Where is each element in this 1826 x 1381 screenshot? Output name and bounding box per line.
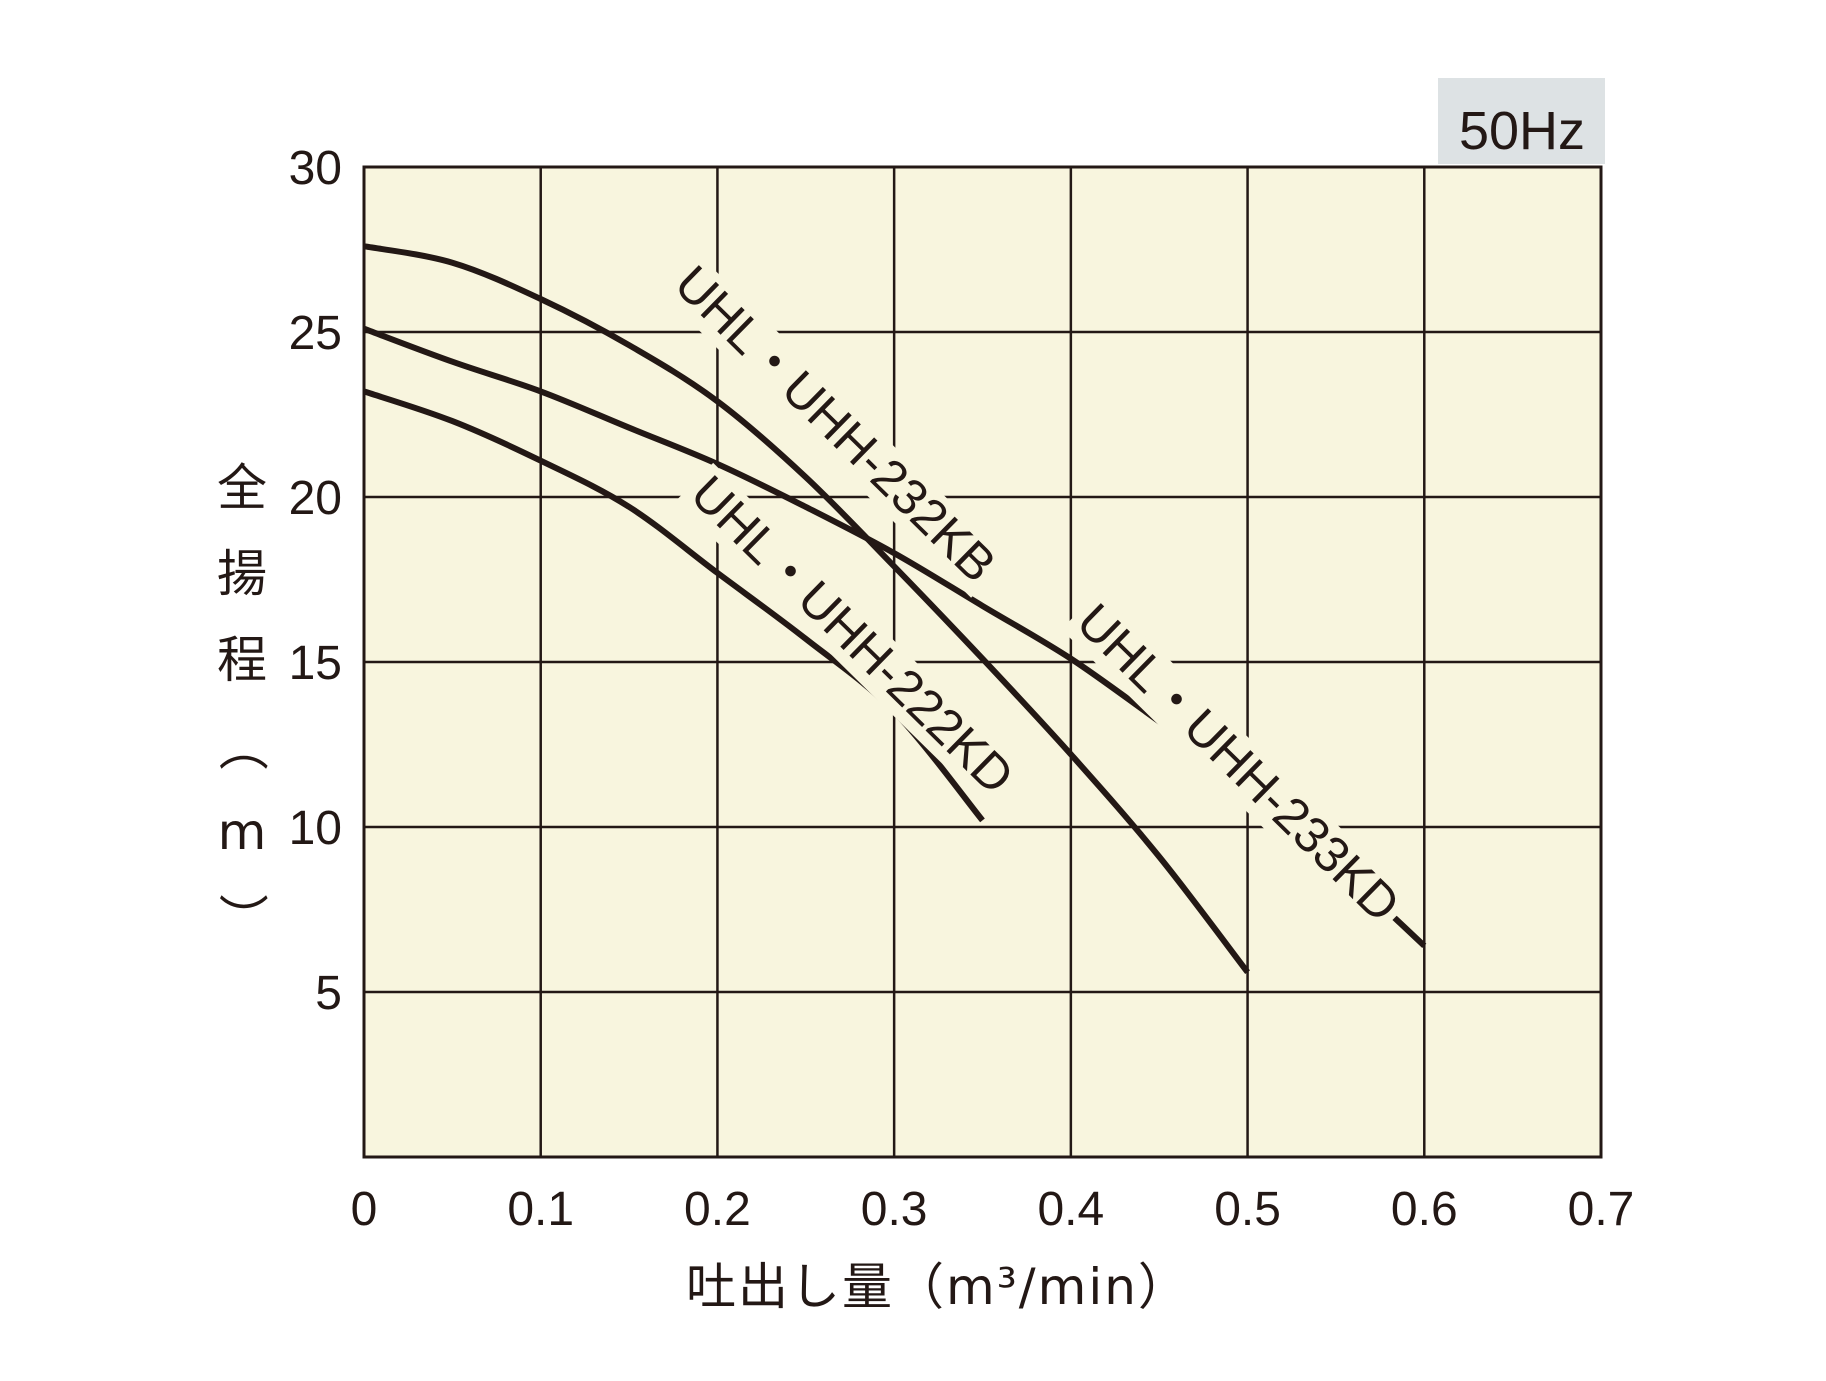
y-tick-label: 30	[289, 142, 342, 195]
label-uhh-232kb-bg	[659, 252, 1009, 598]
y-axis-title-char: 程	[217, 631, 267, 689]
x-tick-label: 0.6	[1391, 1183, 1458, 1236]
y-axis-title-char: ）	[213, 893, 271, 943]
y-axis-title: 全揚程 （ m ）	[213, 459, 271, 943]
x-axis-title: 吐出し量（m³/min）	[686, 1258, 1190, 1316]
y-axis-title-char: 全	[217, 459, 267, 517]
frequency-badge: 50Hz	[1438, 78, 1605, 164]
tick-labels: 0 0.1 0.2 0.3 0.4 0.5 0.6 0.7 5 10 15 20 25 30	[289, 142, 1635, 1236]
y-tick-label: 10	[289, 802, 342, 855]
x-tick-label: 0.7	[1568, 1183, 1635, 1236]
y-tick-label: 5	[315, 967, 342, 1020]
x-tick-label: 0.5	[1214, 1183, 1281, 1236]
y-tick-label: 25	[289, 307, 342, 360]
frequency-badge-text: 50Hz	[1459, 101, 1585, 161]
y-tick-label: 20	[289, 472, 342, 525]
frequency-badge-bg	[1438, 78, 1605, 164]
label-uhh-222kd-bg	[675, 462, 1027, 810]
x-tick-label: 0.1	[507, 1183, 574, 1236]
x-tick-label: 0.2	[684, 1183, 751, 1236]
plot-frame	[362, 165, 1603, 1159]
y-axis-title-char: m	[218, 803, 267, 861]
label-uhh-233kd-bg	[1061, 590, 1413, 938]
curve-uhh-232kb	[363, 243, 1250, 975]
x-tick-label: 0.3	[861, 1183, 928, 1236]
y-axis-title-char: 揚	[217, 545, 267, 603]
x-tick-label: 0.4	[1037, 1183, 1104, 1236]
x-tick-label: 0	[351, 1183, 378, 1236]
y-tick-label: 15	[289, 637, 342, 690]
y-axis-title-char: （	[213, 721, 271, 771]
